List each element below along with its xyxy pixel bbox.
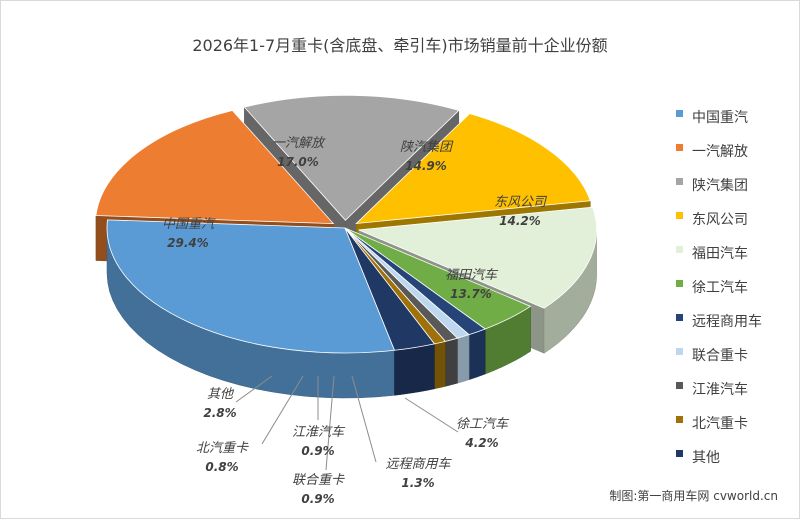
data-label-name: 一汽解放 [272, 136, 326, 151]
legend-item-label: 其他 [692, 450, 720, 466]
data-label-value: 4.2% [464, 436, 498, 450]
pie-slice-4 [355, 113, 591, 224]
label-leader-line [404, 397, 459, 433]
slice-side-wall [394, 343, 435, 396]
slice-side-wall [468, 328, 486, 381]
legend-swatch [676, 382, 683, 389]
data-label-value: 0.8% [205, 460, 238, 474]
legend-item-label: 中国重汽 [692, 110, 748, 126]
chart-title: 2026年1-7月重卡(含底盘、牵引车)市场销量前十企业份额 [192, 36, 607, 55]
data-label-name: 北汽重卡 [196, 441, 249, 456]
data-label-value: 2.8% [203, 406, 236, 420]
data-label-value: 0.9% [301, 444, 334, 458]
legend: 中国重汽一汽解放陕汽集团东风公司福田汽车徐工汽车远程商用车联合重卡江淮汽车北汽重… [676, 110, 762, 466]
data-label-name: 陕汽集团 [400, 140, 454, 155]
pie-slice-11 [344, 227, 436, 351]
data-label-value: 17.0% [277, 155, 319, 169]
slice-side-wall [457, 334, 470, 384]
label-leader-line [261, 375, 304, 445]
legend-item-label: 北汽重卡 [692, 416, 748, 432]
pie-slice-2 [95, 110, 335, 225]
data-label-name: 东风公司 [494, 195, 548, 210]
data-label-name: 其他 [207, 387, 235, 402]
legend-item-label: 远程商用车 [692, 313, 762, 330]
data-label-value: 0.9% [301, 492, 334, 506]
pie-layer [95, 94, 597, 399]
legend-swatch [676, 246, 683, 253]
legend-item-label: 东风公司 [692, 212, 748, 228]
legend-item-label: 陕汽集团 [692, 177, 748, 194]
slice-side-wall [445, 337, 458, 387]
legend-swatch [676, 144, 683, 151]
legend-swatch [676, 110, 683, 117]
legend-swatch [676, 314, 683, 321]
slice-side-wall [434, 340, 446, 390]
pie-slice-5 [358, 206, 597, 309]
data-label-value: 14.9% [405, 159, 447, 173]
label-leader-line [235, 375, 273, 403]
legend-item-label: 福田汽车 [692, 245, 748, 262]
data-label-value: 1.3% [401, 476, 434, 490]
credit-text: 制图:第一商用车网 cvworld.cn [609, 488, 778, 503]
legend-swatch [676, 416, 683, 423]
data-labels: 中国重汽 29.4% 一汽解放 17.0% 陕汽集团 14.9% 东风公司 14.2% 福田汽车… [162, 136, 548, 506]
pie-slice-1 [106, 219, 396, 354]
data-label-value: 13.7% [450, 287, 492, 301]
data-label-name: 中国重汽 [162, 217, 216, 232]
data-label-name: 江淮汽车 [292, 425, 346, 440]
data-label-value: 14.2% [499, 214, 541, 228]
legend-swatch [676, 280, 683, 287]
data-label-name: 远程商用车 [385, 457, 452, 472]
label-leader-line [351, 375, 377, 463]
data-label-name: 联合重卡 [292, 473, 345, 488]
legend-swatch [676, 212, 683, 219]
legend-item-label: 联合重卡 [692, 348, 748, 364]
legend-swatch [676, 178, 683, 185]
legend-swatch [676, 348, 683, 355]
data-label-value: 29.4% [167, 236, 209, 250]
pie-slice-3 [243, 94, 460, 221]
data-label-name: 徐工汽车 [456, 417, 510, 432]
legend-item-label: 江淮汽车 [692, 381, 748, 398]
legend-item-label: 一汽解放 [692, 144, 748, 160]
label-leader-line [325, 375, 335, 471]
legend-swatch [676, 450, 683, 457]
data-label-name: 福田汽车 [445, 268, 499, 283]
legend-item-label: 徐工汽车 [692, 279, 748, 296]
